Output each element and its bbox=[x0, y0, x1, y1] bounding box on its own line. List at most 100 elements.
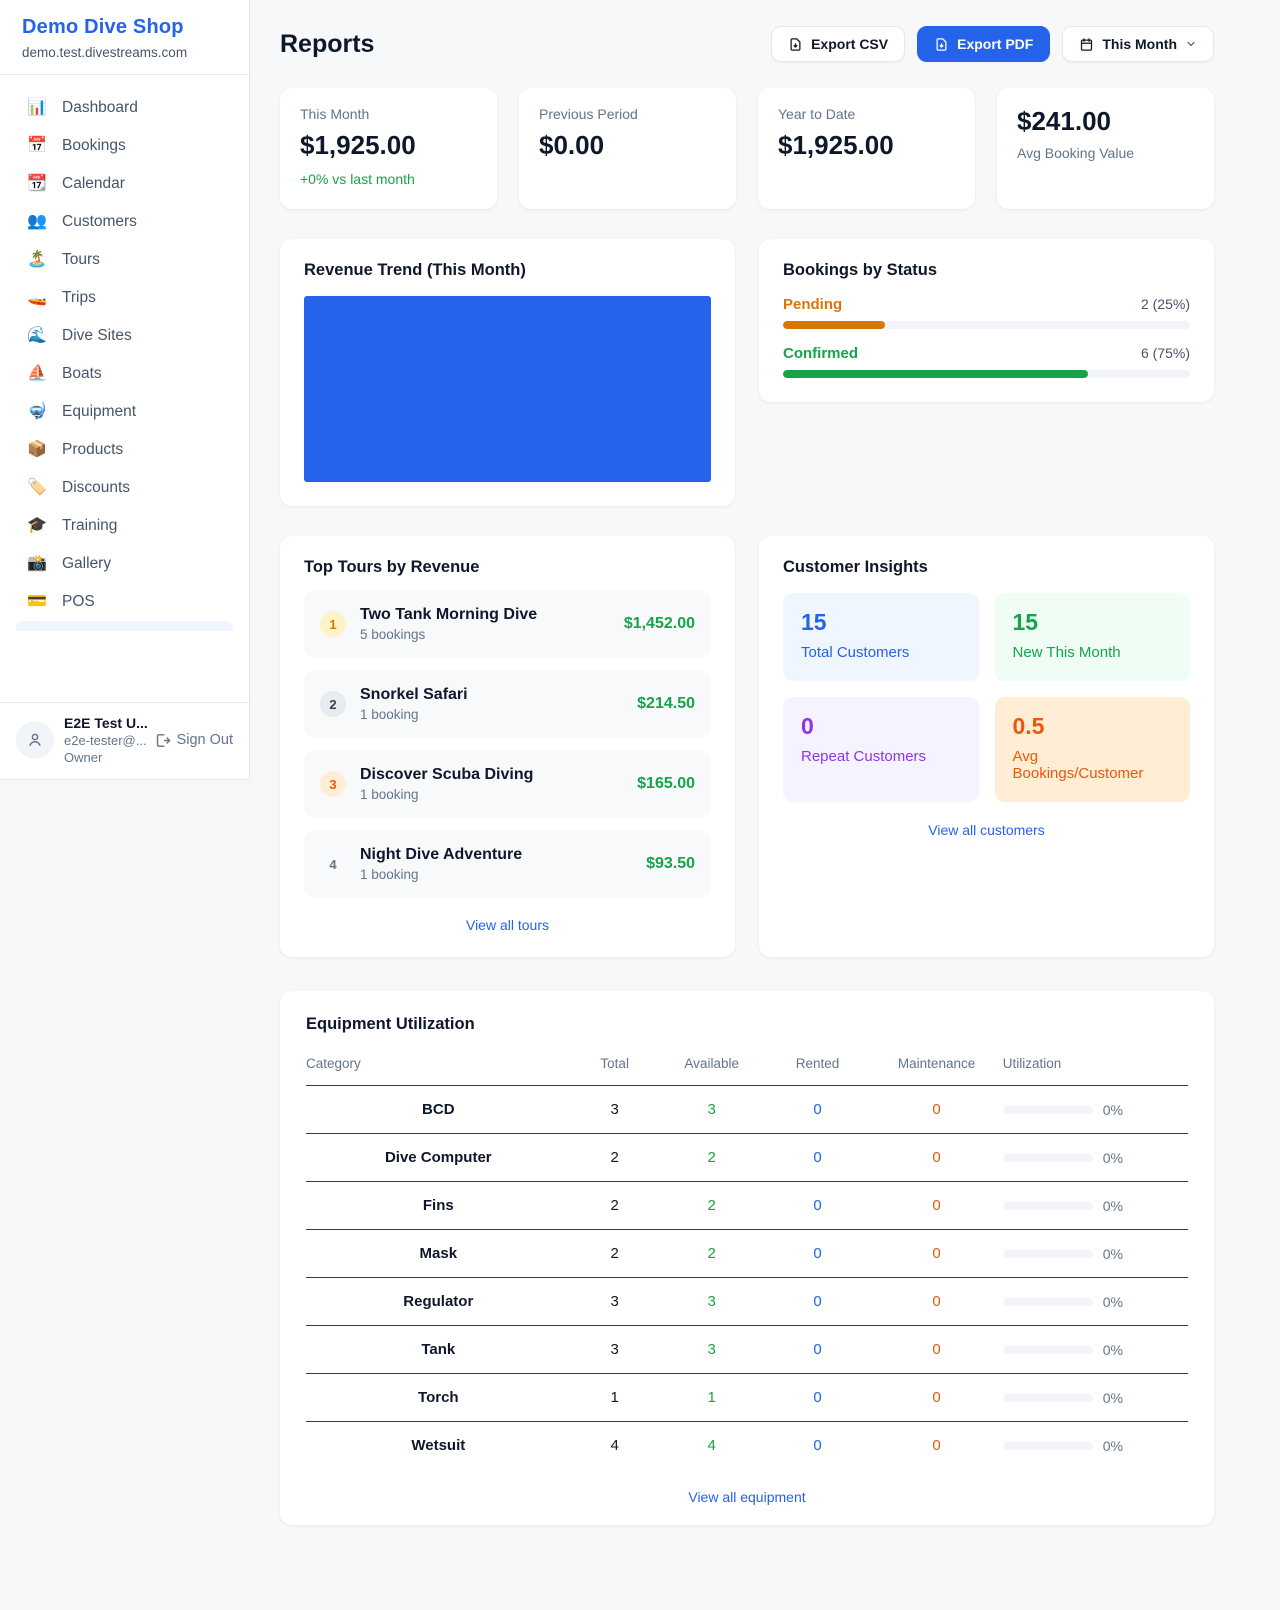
utilization-bar bbox=[1002, 1345, 1093, 1354]
utilization-bar bbox=[1002, 1393, 1093, 1402]
column-header-maintenance: Maintenance bbox=[870, 1048, 1003, 1086]
sign-out-button[interactable]: Sign Out bbox=[154, 732, 233, 749]
equipment-maintenance: 0 bbox=[870, 1277, 1003, 1326]
tour-rank-badge: 3 bbox=[320, 771, 346, 797]
insight-tile-avg-bookings-customer: 0.5 Avg Bookings/Customer bbox=[994, 697, 1190, 802]
equipment-maintenance: 0 bbox=[870, 1325, 1003, 1374]
equipment-rented: 0 bbox=[764, 1085, 871, 1134]
sidebar-item-training[interactable]: 🎓 Training bbox=[14, 507, 235, 545]
dashboard-icon: 📊 bbox=[27, 99, 47, 116]
sidebar-item-reports-active[interactable] bbox=[16, 621, 233, 631]
status-row-confirmed: Confirmed 6 (75%) bbox=[783, 345, 1190, 378]
utilization-percent: 0% bbox=[1102, 1293, 1123, 1310]
equipment-total: 4 bbox=[610, 1437, 619, 1454]
status-progress-fill bbox=[783, 370, 1089, 378]
insight-value: 0.5 bbox=[1012, 713, 1045, 739]
user-name: E2E Test U... bbox=[64, 715, 148, 731]
equipment-table: Category Total Available Rented Maintena… bbox=[306, 1048, 1188, 1469]
tour-text: Discover Scuba Diving 1 booking bbox=[360, 766, 533, 802]
bookings-icon: 📅 bbox=[27, 137, 47, 154]
utilization-percent: 0% bbox=[1102, 1197, 1123, 1214]
revenue-trend-card: Revenue Trend (This Month) bbox=[280, 239, 735, 506]
equipment-maintenance: 0 bbox=[870, 1085, 1003, 1134]
utilization-percent: 0% bbox=[1102, 1245, 1123, 1262]
sign-out-icon bbox=[156, 733, 170, 747]
sidebar-item-tours[interactable]: 🏝️ Tours bbox=[14, 241, 235, 279]
equipment-available: 2 bbox=[658, 1181, 765, 1230]
sidebar-item-label: Training bbox=[62, 517, 118, 534]
utilization-bar bbox=[1002, 1201, 1093, 1210]
sidebar-item-customers[interactable]: 👥 Customers bbox=[14, 203, 235, 241]
shop-domain: demo.test.divestreams.com bbox=[22, 45, 188, 60]
utilization-percent: 0% bbox=[1102, 1341, 1123, 1358]
sidebar-item-label: Calendar bbox=[62, 175, 125, 192]
tour-name: Snorkel Safari bbox=[360, 686, 468, 703]
sidebar-item-trips[interactable]: 🚤 Trips bbox=[14, 279, 235, 317]
calendar-icon bbox=[1081, 37, 1093, 51]
training-icon: 🎓 bbox=[27, 517, 47, 534]
equipment-category: Dive Computer bbox=[306, 1133, 571, 1182]
sidebar-item-calendar[interactable]: 📆 Calendar bbox=[14, 165, 235, 203]
sidebar-item-products[interactable]: 📦 Products bbox=[14, 431, 235, 469]
insight-tile-repeat-customers: 0 Repeat Customers bbox=[783, 697, 979, 802]
equipment-total: 2 bbox=[570, 1229, 659, 1278]
sidebar: Demo Dive Shop demo.test.divestreams.com… bbox=[0, 0, 250, 780]
view-all-tours-link[interactable]: View all tours bbox=[465, 917, 549, 933]
tour-item-discover-scuba-diving: 3 Discover Scuba Diving 1 booking $165.00 bbox=[304, 751, 711, 817]
insights-row: Top Tours by Revenue 1 Two Tank Morning D… bbox=[280, 536, 1214, 957]
sidebar-item-equipment[interactable]: 🤿 Equipment bbox=[14, 393, 235, 431]
insight-value: 15 bbox=[1012, 609, 1039, 635]
view-all-customers-link[interactable]: View all customers bbox=[928, 822, 1045, 838]
equipment-utilization: 0% bbox=[1002, 1373, 1188, 1422]
sidebar-item-label: Dive Sites bbox=[62, 327, 132, 344]
equipment-utilization: 0% bbox=[1002, 1422, 1188, 1470]
sidebar-item-dashboard[interactable]: 📊 Dashboard bbox=[14, 89, 235, 127]
sidebar-item-boats[interactable]: ⛵ Boats bbox=[14, 355, 235, 393]
status-row-pending: Pending 2 (25%) bbox=[783, 296, 1190, 329]
sidebar-item-gallery[interactable]: 📸 Gallery bbox=[14, 545, 235, 583]
tour-item-two-tank-morning-dive: 1 Two Tank Morning Dive 5 bookings $1,452.0… bbox=[304, 591, 711, 657]
equipment-maintenance: 0 bbox=[870, 1133, 1003, 1182]
tour-text: Night Dive Adventure 1 booking bbox=[360, 846, 522, 882]
period-label: This Month bbox=[1102, 36, 1177, 52]
period-selector[interactable]: This Month bbox=[1062, 26, 1214, 62]
equipment-rented: 0 bbox=[764, 1133, 871, 1182]
tour-text: Snorkel Safari 1 booking bbox=[360, 686, 468, 722]
dive-sites-icon: 🌊 bbox=[27, 327, 47, 344]
sidebar-item-dive-sites[interactable]: 🌊 Dive Sites bbox=[14, 317, 235, 355]
user-email: e2e-tester@... bbox=[64, 733, 147, 748]
stats-row: This Month $1,925.00 +0% vs last month P… bbox=[280, 88, 1214, 209]
equipment-available: 2 bbox=[658, 1229, 765, 1278]
tour-name: Two Tank Morning Dive bbox=[360, 606, 538, 623]
products-icon: 📦 bbox=[27, 441, 47, 458]
sidebar-item-label: Customers bbox=[62, 213, 137, 230]
revenue-trend-title: Revenue Trend (This Month) bbox=[304, 261, 526, 279]
stat-label: Previous Period bbox=[539, 106, 638, 122]
view-all-equipment-link[interactable]: View all equipment bbox=[688, 1489, 806, 1505]
column-header-rented: Rented bbox=[764, 1048, 871, 1086]
equipment-category: Torch bbox=[306, 1373, 571, 1422]
export-pdf-button[interactable]: Export PDF bbox=[917, 26, 1051, 62]
export-csv-button[interactable]: Export CSV bbox=[771, 26, 906, 62]
status-count: 2 (25%) bbox=[1140, 296, 1190, 312]
shop-name: Demo Dive Shop bbox=[22, 16, 184, 38]
sidebar-item-label: Dashboard bbox=[62, 99, 138, 116]
avatar bbox=[16, 721, 54, 759]
sidebar-item-pos[interactable]: 💳 POS bbox=[14, 583, 235, 621]
equipment-available: 3 bbox=[658, 1085, 765, 1134]
equipment-available: 3 bbox=[658, 1277, 765, 1326]
equipment-table-header: Category Total Available Rented Maintena… bbox=[306, 1048, 1188, 1086]
sidebar-item-discounts[interactable]: 🏷️ Discounts bbox=[14, 469, 235, 507]
insight-tile-total-customers: 15 Total Customers bbox=[783, 593, 979, 681]
equipment-icon: 🤿 bbox=[27, 403, 47, 420]
tour-name: Night Dive Adventure bbox=[360, 846, 523, 863]
equipment-utilization: 0% bbox=[1002, 1085, 1188, 1134]
stat-value: $1,925.00 bbox=[300, 130, 416, 160]
insight-label: Repeat Customers bbox=[801, 748, 927, 765]
tour-bookings: 5 bookings bbox=[360, 627, 426, 642]
equipment-total: 2 bbox=[570, 1181, 659, 1230]
utilization-bar bbox=[1002, 1105, 1093, 1114]
sidebar-item-bookings[interactable]: 📅 Bookings bbox=[14, 127, 235, 165]
stat-value: $0.00 bbox=[539, 130, 605, 160]
bookings-by-status-card: Bookings by Status Pending 2 (25%) Confirm… bbox=[759, 239, 1214, 402]
